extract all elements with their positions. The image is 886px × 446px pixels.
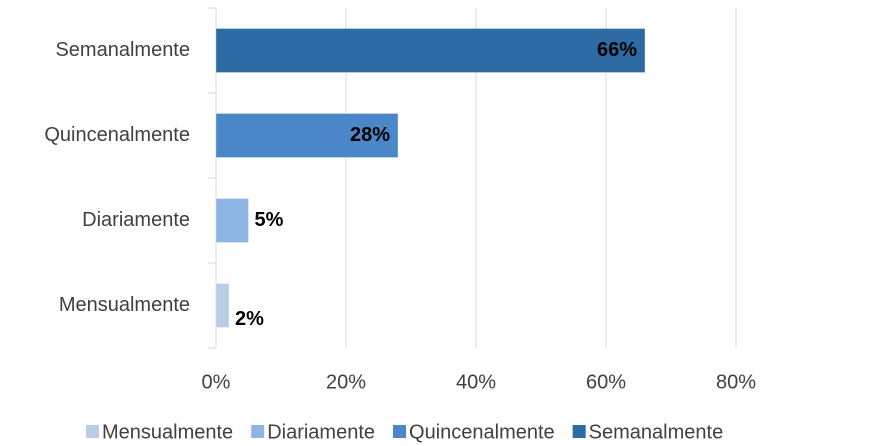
legend-swatch bbox=[86, 425, 99, 438]
x-tick-label: 80% bbox=[716, 371, 756, 393]
legend-swatch bbox=[572, 425, 586, 438]
data-label: 5% bbox=[255, 209, 284, 231]
x-tick-label: 60% bbox=[586, 371, 626, 393]
x-tick-label: 0% bbox=[202, 371, 231, 393]
legend-swatch bbox=[251, 425, 265, 438]
bar bbox=[215, 283, 230, 328]
y-tick-label: Mensualmente bbox=[59, 294, 190, 316]
legend-label: Diariamente bbox=[267, 421, 375, 443]
legend-swatch bbox=[393, 425, 407, 438]
x-tick-label: 40% bbox=[456, 371, 496, 393]
data-label: 66% bbox=[597, 39, 637, 61]
legend-label: Mensualmente bbox=[102, 421, 233, 443]
y-tick-label: Diariamente bbox=[82, 209, 190, 231]
legend-label: Semanalmente bbox=[589, 421, 724, 443]
bar bbox=[215, 113, 399, 158]
bar bbox=[215, 198, 249, 243]
y-tick-label: Quincenalmente bbox=[44, 124, 190, 146]
x-tick-label: 20% bbox=[326, 371, 366, 393]
data-label: 2% bbox=[235, 308, 264, 330]
y-tick-label: Semanalmente bbox=[55, 39, 190, 61]
data-label: 28% bbox=[350, 124, 390, 146]
legend-label: Quincenalmente bbox=[409, 421, 555, 443]
bar bbox=[215, 28, 646, 73]
